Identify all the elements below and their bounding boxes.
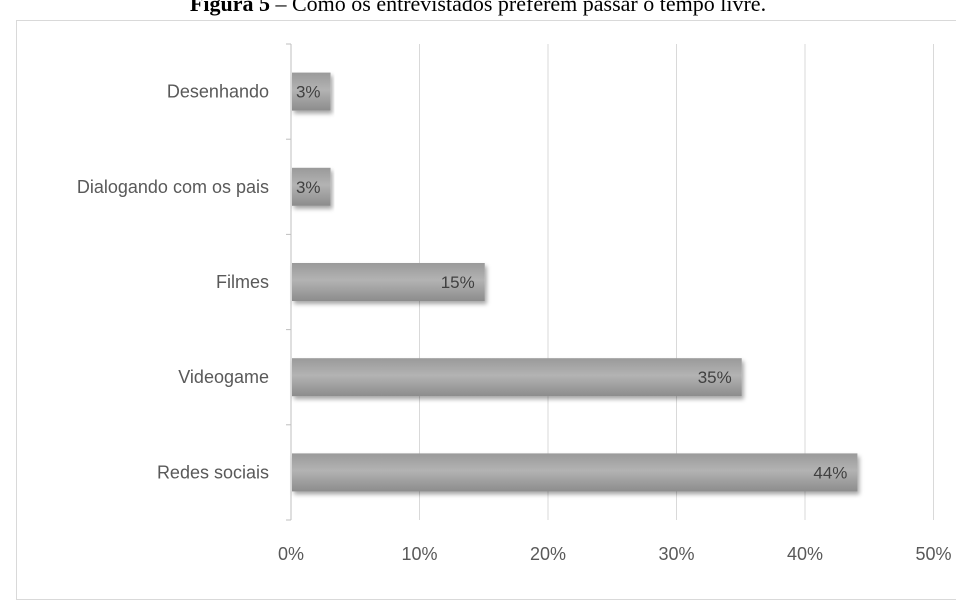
data-label-4: 44% [813, 463, 847, 482]
data-label-3: 35% [698, 368, 732, 387]
bar-1 [292, 167, 331, 206]
data-labels: 3% 3% 15% 35% 44% [296, 83, 847, 483]
category-label-3: Videogame [178, 367, 269, 387]
category-axis [286, 43, 292, 521]
data-label-1: 3% [296, 178, 321, 197]
x-tick-label-0: 0% [278, 544, 304, 564]
caption-text: – Como os entrevistados preferem passar … [269, 0, 767, 16]
gridlines [419, 44, 934, 520]
category-label-0: Desenhando [167, 82, 269, 102]
category-label-4: Redes sociais [157, 462, 269, 482]
x-tick-label-50: 50% [915, 544, 951, 564]
bar-3 [292, 358, 742, 397]
bar-2 [292, 263, 485, 301]
data-label-0: 3% [296, 83, 321, 102]
x-tick-labels: 0% 10% 20% 30% 40% 50% [278, 544, 952, 564]
bars [292, 72, 858, 492]
data-label-2: 15% [441, 273, 475, 292]
category-label-1: Dialogando com os pais [77, 177, 269, 197]
caption-prefix: Figura 5 [189, 0, 270, 16]
x-tick-label-10: 10% [401, 544, 437, 564]
x-tick-label-40: 40% [787, 544, 823, 564]
bar-4 [292, 453, 858, 492]
x-tick-label-20: 20% [530, 544, 566, 564]
bar-chart: Desenhando Dialogando com os pais Filmes Vi… [77, 43, 952, 564]
bar-0 [292, 72, 331, 111]
figure-caption: Figura 5 – Como os entrevistados prefere… [0, 0, 956, 17]
x-tick-label-30: 30% [658, 544, 694, 564]
category-label-2: Filmes [216, 272, 269, 292]
category-labels: Desenhando Dialogando com os pais Filmes Vi… [77, 82, 269, 483]
